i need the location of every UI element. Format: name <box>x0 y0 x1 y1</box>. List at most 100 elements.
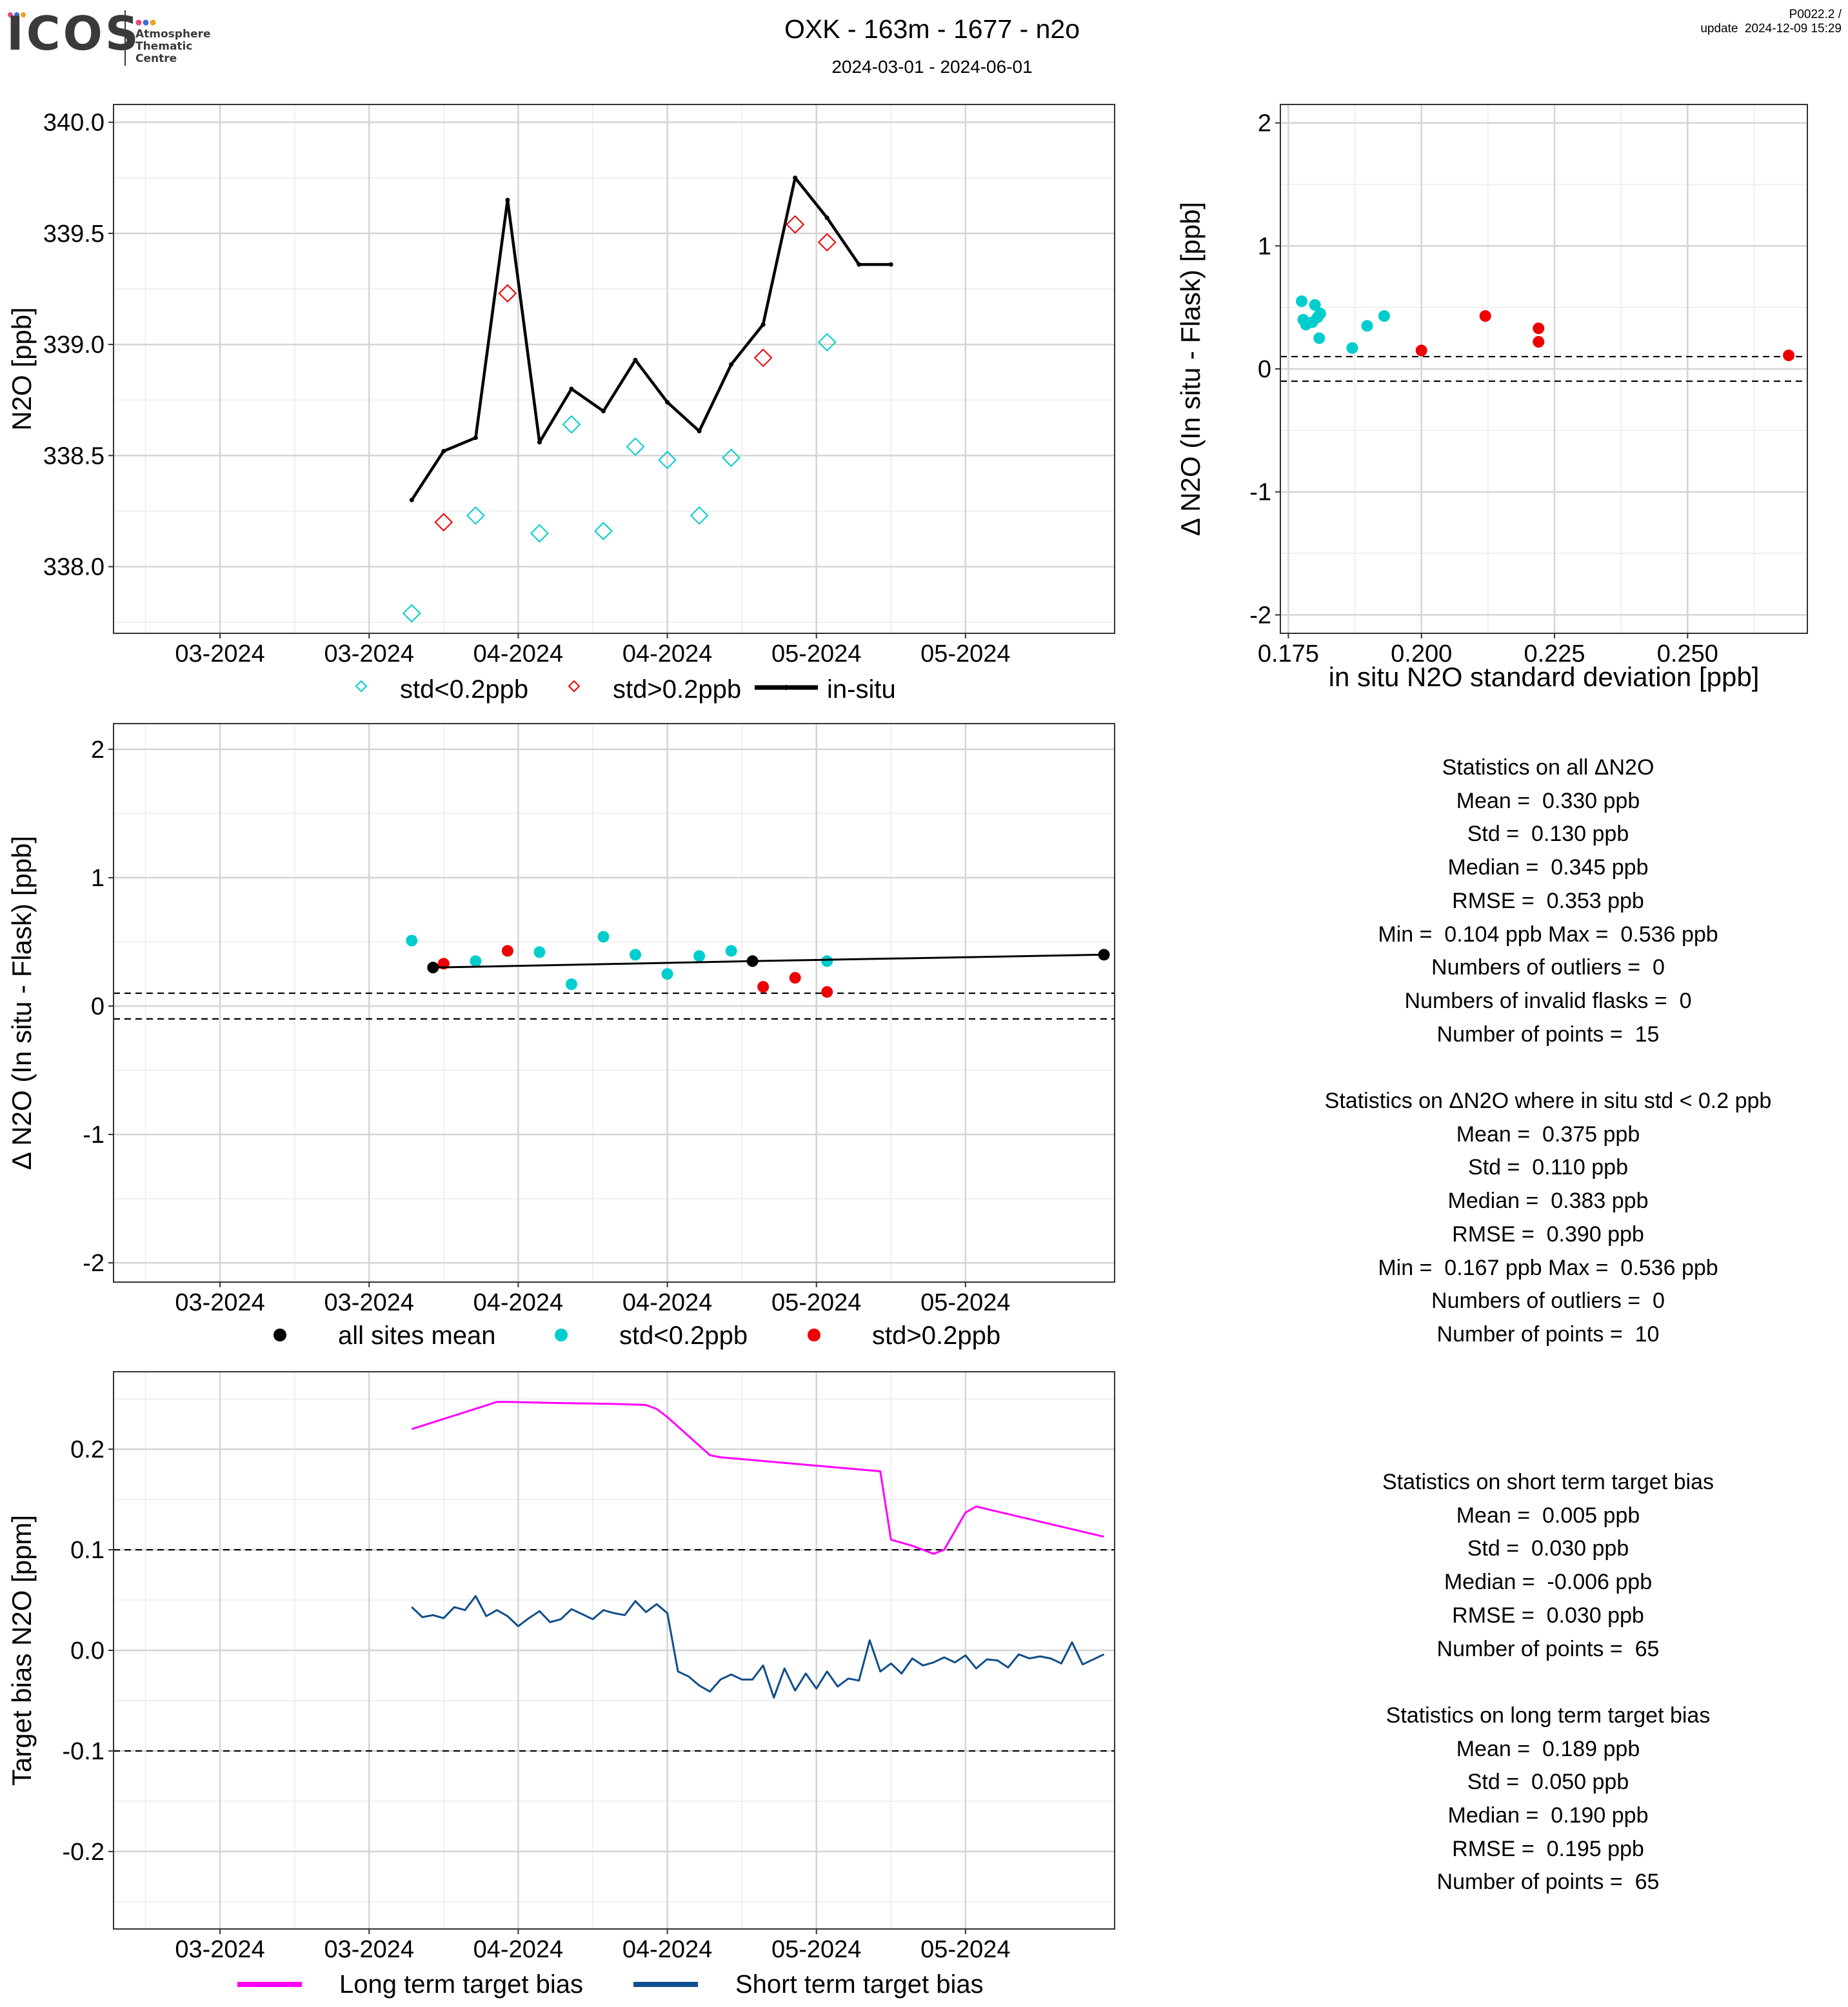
logo-dot <box>8 12 13 17</box>
stats-line: RMSE = 0.195 ppb <box>1452 1836 1644 1861</box>
x-tick-label: 04-2024 <box>622 640 712 667</box>
y-tick-label: 0.2 <box>70 1436 104 1463</box>
data-point <box>1309 299 1321 311</box>
logo-sub-line: Centre <box>135 52 177 65</box>
y-tick-label: 2 <box>91 737 104 764</box>
y-tick-label: -2 <box>1249 602 1271 629</box>
x-tick-label: 05-2024 <box>771 640 861 667</box>
data-point <box>473 435 478 440</box>
logo-subtitle: Atmosphere Thematic Centre <box>135 19 211 65</box>
y-tick-label: 338.5 <box>43 442 104 470</box>
stats-all-panel: Statistics on all ΔN2O Mean = 0.330 ppb St… <box>1258 751 1838 1352</box>
data-point <box>1378 310 1390 322</box>
plot-frame <box>113 1371 1115 1930</box>
y-tick-label: 2 <box>1258 110 1271 137</box>
data-point-diamond <box>753 348 773 368</box>
x-tick-label: 05-2024 <box>920 640 1010 667</box>
stats-line: Number of points = 10 <box>1436 1321 1660 1347</box>
data-point <box>888 262 893 267</box>
stats-line: RMSE = 0.390 ppb <box>1452 1221 1644 1247</box>
legend-key-cyan-dot <box>555 1329 568 1341</box>
y-axis-label: Δ N2O (In situ - Flask) [ppb] <box>6 836 37 1170</box>
data-point <box>1313 332 1326 344</box>
data-point <box>824 215 830 221</box>
x-tick-label: 04-2024 <box>622 1936 712 1963</box>
y-tick-label: 340.0 <box>43 110 104 137</box>
stats-line <box>1258 1051 1838 1085</box>
data-point <box>505 197 510 203</box>
data-point <box>409 497 414 502</box>
logo-wordmark: ICOS <box>6 6 141 61</box>
data-point <box>1533 322 1545 335</box>
data-point-diamond <box>594 522 613 540</box>
data-point-diamond <box>530 524 549 543</box>
stats-line: Number of points = 15 <box>1436 1022 1660 1047</box>
data-point-diamond <box>786 215 805 234</box>
stats-line: Numbers of invalid flasks = 0 <box>1404 988 1692 1013</box>
data-point <box>1415 344 1427 357</box>
stats-line: Statistics on short term target bias <box>1382 1470 1714 1494</box>
plot-frame <box>1280 104 1808 634</box>
stats-line: Median = 0.190 ppb <box>1447 1803 1649 1828</box>
stats-line: Std = 0.030 ppb <box>1467 1536 1629 1561</box>
data-point <box>729 362 734 367</box>
legend-key-point <box>784 685 789 690</box>
version-label: P0022.2 / <box>1789 8 1842 21</box>
data-point <box>1098 949 1110 961</box>
x-tick-label: 03-2024 <box>175 1936 264 1963</box>
data-point <box>1314 308 1326 320</box>
data-point <box>501 945 513 957</box>
stats-line: Number of points = 65 <box>1436 1636 1660 1661</box>
data-point-diamond <box>626 437 645 457</box>
logo-dot <box>21 12 26 17</box>
x-tick-label: 05-2024 <box>920 1289 1010 1316</box>
series-line-Short term target bias <box>411 1595 1105 1699</box>
logo-dots-small <box>135 19 156 26</box>
logo-dot <box>14 12 19 17</box>
data-point <box>789 972 801 984</box>
series-line-Long term target bias <box>411 1401 1104 1555</box>
data-point <box>760 322 766 327</box>
logo-sub-line: Thematic <box>135 40 193 53</box>
stats-line: Min = 0.167 ppb Max = 0.536 ppb <box>1378 1255 1718 1280</box>
x-tick-label: 0.200 <box>1391 640 1452 667</box>
data-point <box>427 962 439 974</box>
plot-frame <box>113 104 1115 634</box>
legend-label: std>0.2ppb <box>613 675 741 704</box>
data-point <box>533 946 546 958</box>
y-axis-label: Δ N2O (In situ - Flask) [ppb] <box>1175 202 1206 536</box>
data-point <box>665 400 670 405</box>
page-title: OXK - 163m - 1677 - n2o <box>784 14 1080 44</box>
stats-line: Numbers of outliers = 0 <box>1431 955 1665 980</box>
data-point <box>821 955 833 967</box>
chart-target-bias <box>108 1371 1115 1934</box>
page-subtitle: 2024-03-01 - 2024-06-01 <box>831 57 1033 77</box>
data-point <box>1479 310 1491 322</box>
x-tick-label: 05-2024 <box>771 1289 861 1316</box>
version-info: P0022.2 / update 2024-12-09 15:29 <box>1700 8 1842 36</box>
data-point-diamond <box>658 450 677 470</box>
stats-line: Mean = 0.375 ppb <box>1456 1122 1640 1147</box>
y-tick-label: 1 <box>91 865 104 892</box>
data-point <box>633 357 638 362</box>
legend-label: std<0.2ppb <box>400 675 528 704</box>
series-line-all sites mean <box>433 953 1104 969</box>
x-tick-label: 04-2024 <box>473 1289 563 1316</box>
x-tick-label: 04-2024 <box>622 1289 712 1316</box>
y-tick-label: -2 <box>83 1250 104 1277</box>
data-point <box>1533 336 1545 348</box>
y-tick-label: 0 <box>91 993 104 1020</box>
legend-label: Long term target bias <box>339 1970 583 1999</box>
legend-label: Short term target bias <box>735 1970 984 1999</box>
data-point <box>821 986 833 998</box>
stats-line: Std = 0.130 ppb <box>1467 822 1629 847</box>
legend-label: std>0.2ppb <box>872 1321 1000 1350</box>
x-tick-label: 03-2024 <box>324 640 414 667</box>
stats-line: Median = -0.006 ppb <box>1444 1570 1653 1595</box>
data-point <box>746 955 759 967</box>
data-point <box>757 981 770 993</box>
y-tick-label: 0 <box>1258 356 1271 383</box>
legend-key-red-diamond <box>568 680 581 693</box>
stats-line: Mean = 0.005 ppb <box>1456 1503 1640 1528</box>
